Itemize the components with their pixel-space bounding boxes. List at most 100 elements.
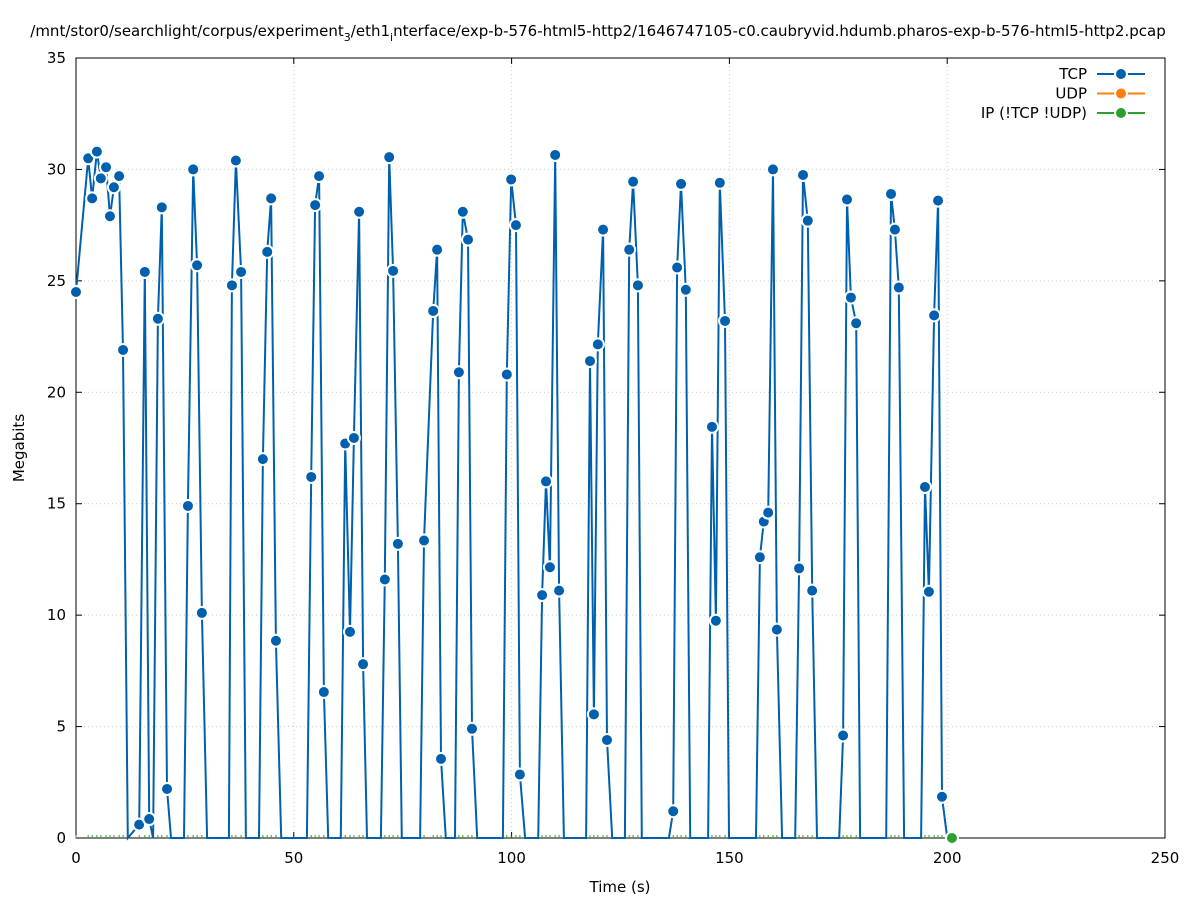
data-point xyxy=(718,313,733,328)
data-point xyxy=(390,536,405,551)
data-point xyxy=(927,308,942,323)
data-point xyxy=(464,721,479,736)
data-point xyxy=(99,160,114,175)
data-point xyxy=(512,767,527,782)
legend-label: TCP xyxy=(1058,65,1087,83)
x-axis-label: Time (s) xyxy=(589,878,651,896)
y-tick-label: 35 xyxy=(47,49,66,67)
data-point xyxy=(228,153,243,168)
data-point xyxy=(630,278,645,293)
data-point xyxy=(106,180,121,195)
data-point xyxy=(142,812,157,827)
data-point xyxy=(85,191,100,206)
data-point xyxy=(944,831,959,845)
data-point xyxy=(590,337,605,352)
data-point xyxy=(69,285,83,299)
y-tick-label: 10 xyxy=(47,606,66,624)
axes: 0 50 100 150 200 250 0 5 10 15 20 25 30 35 xyxy=(47,49,1179,867)
grid xyxy=(76,58,1165,838)
x-tick-label: 250 xyxy=(1151,849,1180,867)
data-point xyxy=(704,419,719,434)
data-point xyxy=(316,685,331,700)
legend-label: UDP xyxy=(1055,85,1087,103)
data-point xyxy=(800,213,815,228)
data-point xyxy=(542,560,557,575)
series-layer xyxy=(69,144,959,845)
data-point xyxy=(931,193,946,208)
data-point xyxy=(356,657,371,672)
data-point xyxy=(917,480,932,494)
data-point xyxy=(670,260,685,275)
data-point xyxy=(840,192,855,207)
x-tick-label: 0 xyxy=(71,849,81,867)
data-point xyxy=(805,583,820,598)
y-tick-label: 25 xyxy=(47,272,66,290)
data-point xyxy=(93,171,108,186)
data-point xyxy=(102,209,117,224)
data-point xyxy=(154,200,169,215)
data-point xyxy=(599,732,614,747)
y-tick-label: 0 xyxy=(56,829,66,847)
data-point xyxy=(884,186,899,201)
data-point xyxy=(346,430,361,445)
data-point xyxy=(836,728,851,743)
legend-marker xyxy=(1114,106,1128,120)
data-point xyxy=(180,498,195,513)
y-axis-label: Megabits xyxy=(10,414,28,482)
data-point xyxy=(622,242,637,257)
data-point xyxy=(586,707,601,722)
title-part: /eth1 xyxy=(351,22,390,40)
data-point xyxy=(712,175,727,190)
data-point xyxy=(843,290,858,305)
legend-marker xyxy=(1114,86,1128,101)
data-point xyxy=(386,263,401,278)
data-point xyxy=(264,191,279,206)
legend-label: IP (!TCP !UDP) xyxy=(981,104,1087,122)
data-point xyxy=(451,365,466,380)
data-point xyxy=(552,583,567,598)
data-point xyxy=(255,452,270,467)
data-point xyxy=(583,354,598,369)
data-point xyxy=(116,342,131,357)
data-point xyxy=(382,150,397,165)
data-point xyxy=(934,789,949,804)
x-tick-label: 200 xyxy=(933,849,962,867)
plot-border xyxy=(75,57,1166,839)
data-point xyxy=(352,204,367,219)
data-point xyxy=(548,147,563,162)
data-point xyxy=(268,633,283,648)
data-point xyxy=(426,303,441,318)
data-point xyxy=(112,169,127,184)
data-point xyxy=(887,222,902,237)
data-point xyxy=(150,311,165,326)
data-point xyxy=(342,624,357,639)
y-tick-label: 30 xyxy=(47,160,66,178)
series-line-tcp xyxy=(75,151,949,841)
data-point xyxy=(666,804,681,819)
data-point xyxy=(377,572,392,587)
data-point xyxy=(504,172,519,187)
y-tick-label: 15 xyxy=(47,495,66,513)
data-point xyxy=(921,584,936,599)
data-point xyxy=(312,169,327,184)
data-point xyxy=(455,204,470,219)
data-point xyxy=(765,162,780,177)
data-point xyxy=(626,174,641,189)
title-part: /mnt/stor0/searchlight/corpus/experiment xyxy=(30,22,344,40)
data-point xyxy=(137,264,152,279)
data-point xyxy=(224,278,239,293)
data-point xyxy=(234,264,249,279)
data-point xyxy=(674,176,689,191)
x-tick-label: 150 xyxy=(715,849,744,867)
data-point xyxy=(535,588,550,603)
data-point xyxy=(891,280,906,295)
x-tick-label: 50 xyxy=(284,849,303,867)
data-point xyxy=(160,781,175,796)
data-point xyxy=(752,550,767,565)
data-point xyxy=(539,474,554,489)
data-point xyxy=(186,162,201,177)
title-part: nterface/exp-b-576-html5-http2/164674710… xyxy=(393,22,1166,40)
data-point xyxy=(792,561,807,576)
data-point xyxy=(89,144,104,159)
